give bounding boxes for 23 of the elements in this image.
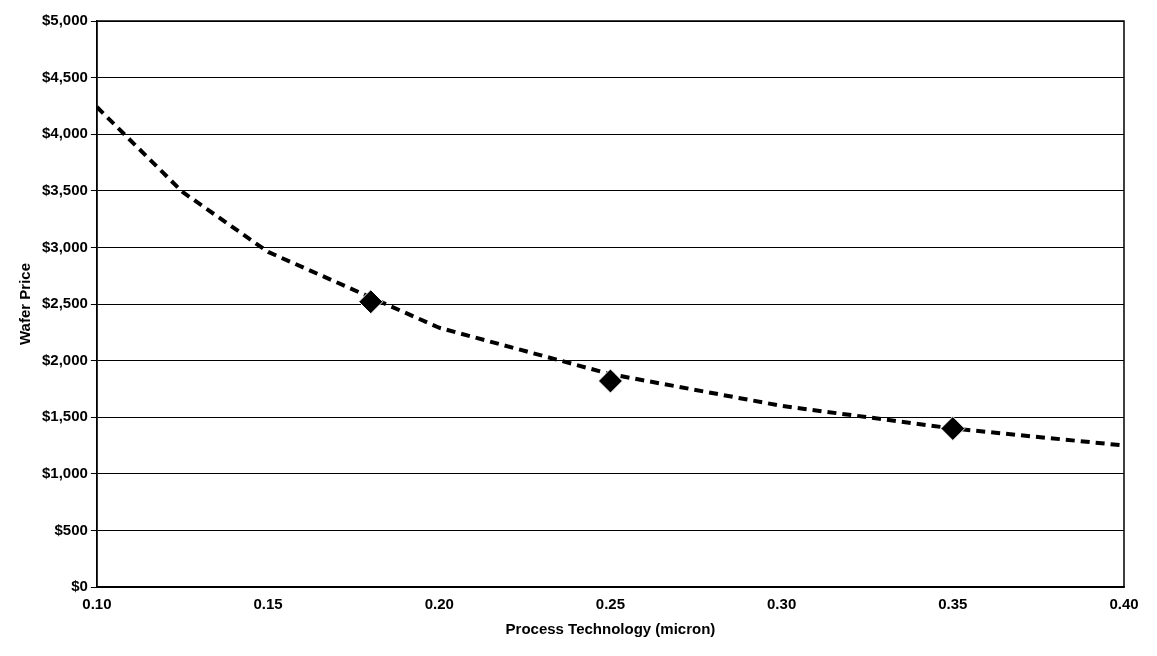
y-tick-label: $2,000 [41,350,88,368]
y-tick-label: $4,500 [41,67,88,85]
y-tick-label: $2,500 [41,294,88,312]
y-tick-label: $5,000 [41,11,88,29]
point [940,416,966,442]
x-tick-label: 0.30 [767,595,797,613]
x-tick-label: 0.10 [82,595,112,613]
y-tick-label: $500 [54,520,88,538]
x-tick-label: 0.40 [1109,595,1139,613]
y-tick-label: $1,500 [41,407,88,425]
x-axis-title: Process Technology (micron) [505,620,716,638]
x-tick-label: 0.25 [595,595,626,613]
x-tick-label: 0.15 [253,595,283,613]
y-tick-label: $4,000 [41,124,88,142]
x-tick-label: 0.35 [938,595,968,613]
y-tick-label: $3,500 [41,180,88,198]
y-tick-label: $3,000 [41,237,88,255]
x-tick-label: 0.20 [424,595,454,613]
point [597,368,623,394]
y-axis-title: Wafer Price [16,263,34,345]
point [358,289,384,315]
y-tick-label: $1,000 [41,463,88,481]
y-tick-label: $0 [71,577,88,595]
